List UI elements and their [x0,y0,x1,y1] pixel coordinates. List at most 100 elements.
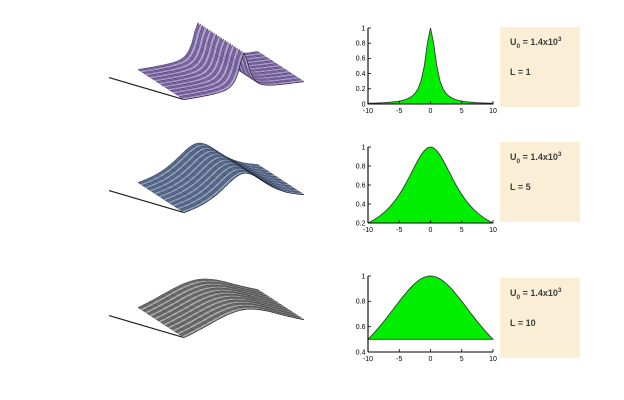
x-tick-label: -10 [363,227,373,234]
mesh-line [183,308,305,338]
mesh-cross-line [167,166,215,197]
y-tick-label: 0.8 [356,299,366,306]
mesh-cross-line [191,280,239,312]
mesh-cross-line [209,51,257,82]
mesh-cross-line [149,301,197,332]
y-tick-label: 0.2 [356,220,366,227]
mesh-cross-line [143,304,191,335]
mesh-cross-line [155,174,203,205]
mesh-cross-line [179,285,227,316]
u0-subscript: 0 [516,293,521,301]
mesh-cross-line [209,146,257,177]
mesh-cross-line [239,161,287,193]
mesh-cross-line [251,52,299,83]
u0-exponent: 3 [557,287,562,294]
mesh-cross-line [161,294,209,326]
mesh-cross-line [239,285,287,316]
u0-value: = 1.4x10 [520,152,558,162]
mesh-cross-line [185,282,233,314]
mesh-cross-line [161,170,209,202]
area-series [367,27,494,105]
x-tick-label: 10 [489,227,497,234]
l-label: L = 10 [510,317,536,328]
area-series [366,275,495,340]
mesh-cross-line [167,291,215,322]
mesh-cross-line [203,278,251,310]
x-tick-label: -5 [396,227,402,234]
mesh-cross-line [257,164,305,195]
mesh-cross-line [221,154,269,185]
x-tick-label: 5 [460,227,464,234]
area-series [367,146,494,224]
mesh-cross-line [191,42,239,74]
mesh-cross-line [185,150,233,181]
x-tick-label: -10 [363,356,373,363]
y-tick-label: 0.8 [356,41,366,48]
axis-line-3d [108,315,185,339]
mesh-cross-line [179,59,227,91]
mesh-cross-line [185,55,233,86]
mesh-cross-line [173,161,221,192]
mesh-cross-line [149,177,197,208]
mesh-cross-line [179,155,227,187]
mesh-cross-line [251,288,299,319]
u0-label: U0 = 1.4x103 [510,287,576,301]
mesh-cross-line [215,54,263,85]
x-tick-label: 5 [460,356,464,363]
u0-value: = 1.4x10 [520,288,558,298]
x-tick-label: 0 [429,108,433,115]
mesh-cross-line [257,51,305,82]
mesh-cross-line [155,298,203,329]
x-tick-label: 5 [460,108,464,115]
area-chart-L5: 0.2 0.4 0.6 0.8 1 -10 -5 0 5 10 [356,144,497,234]
mesh-cross-line [161,65,209,96]
u0-subscript: 0 [516,157,521,165]
surface-plot-L5 [108,142,305,214]
mesh-line [183,172,305,213]
mesh-cross-line [233,284,281,315]
y-tick-label: 0.8 [356,163,366,170]
mesh-cross-line [257,289,305,320]
axis-line-3d [108,190,185,214]
y-tick-label: 0.4 [356,201,366,208]
y-tick-label: 0.4 [356,349,366,356]
area-chart-L10: 0.4 0.6 0.8 1 -10 -5 0 5 10 [356,273,497,363]
mesh-cross-line [251,163,299,195]
mesh-cross-line [215,279,263,311]
surface-plot-L10 [108,278,305,339]
mesh-cross-line [143,180,191,211]
x-tick-label: 0 [429,227,433,234]
mesh-cross-line [137,307,185,338]
mesh-cross-line [239,53,287,85]
u0-subscript: 0 [516,42,521,50]
x-tick-label: -5 [396,108,402,115]
x-tick-label: -5 [396,356,402,363]
y-tick-label: 0.6 [356,324,366,331]
mesh-cross-line [197,143,245,174]
y-tick-label: 1 [362,25,366,32]
mesh-cross-line [245,53,293,84]
y-tick-label: 1 [362,273,366,280]
u0-value: = 1.4x10 [520,37,558,47]
surface-plot-L1 [108,22,305,101]
mesh-cross-line [173,62,221,93]
mesh-cross-line [197,22,245,54]
axis-line-3d [108,77,185,101]
mesh-line [183,52,305,100]
u0-base: U [510,288,517,298]
param-box-L10: U0 = 1.4x103 L = 10 [500,278,580,358]
mesh-cross-line [227,282,275,313]
y-tick-label: 0.2 [356,86,366,93]
u0-exponent: 3 [557,36,562,43]
mesh-cross-line [221,54,269,86]
param-box-L1: U0 = 1.4x103 L = 1 [500,27,580,107]
area-chart-L1: 0 0.2 0.4 0.6 0.8 1 -10 -5 0 5 10 [356,25,497,115]
u0-label: U0 = 1.4x103 [510,151,576,165]
l-label: L = 1 [510,66,531,77]
x-tick-label: 0 [429,356,433,363]
mesh-cross-line [227,157,275,188]
mesh-cross-line [149,67,197,98]
y-tick-label: 0.4 [356,71,366,78]
u0-base: U [510,152,517,162]
